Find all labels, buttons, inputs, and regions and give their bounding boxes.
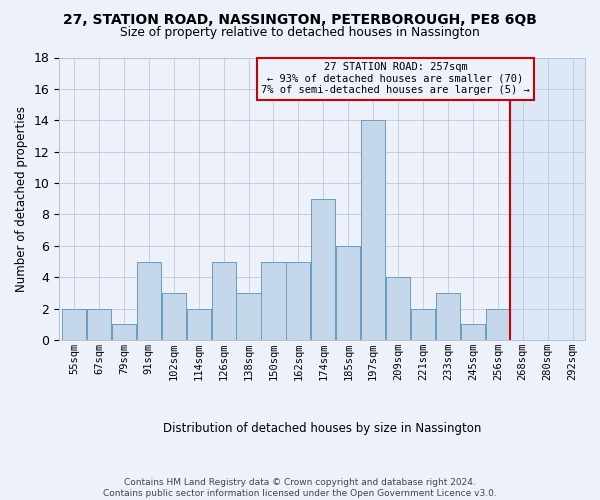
Bar xyxy=(212,262,236,340)
Bar xyxy=(386,278,410,340)
Bar xyxy=(336,246,361,340)
Bar xyxy=(162,293,186,340)
Bar xyxy=(461,324,485,340)
Text: 27 STATION ROAD: 257sqm
← 93% of detached houses are smaller (70)
7% of semi-det: 27 STATION ROAD: 257sqm ← 93% of detache… xyxy=(261,62,530,96)
Bar xyxy=(311,199,335,340)
Bar xyxy=(336,246,361,340)
Bar xyxy=(286,262,310,340)
Bar xyxy=(262,262,286,340)
Bar xyxy=(262,262,286,340)
Bar xyxy=(187,308,211,340)
Bar xyxy=(436,293,460,340)
Bar xyxy=(137,262,161,340)
Bar xyxy=(461,324,485,340)
Bar xyxy=(87,308,111,340)
Bar xyxy=(62,308,86,340)
Bar xyxy=(286,262,310,340)
Bar xyxy=(112,324,136,340)
Bar xyxy=(137,262,161,340)
Bar xyxy=(212,262,236,340)
Bar xyxy=(386,278,410,340)
Bar xyxy=(112,324,136,340)
Bar xyxy=(187,308,211,340)
Bar xyxy=(411,308,435,340)
Y-axis label: Number of detached properties: Number of detached properties xyxy=(15,106,28,292)
Bar xyxy=(162,293,186,340)
X-axis label: Distribution of detached houses by size in Nassington: Distribution of detached houses by size … xyxy=(163,422,481,435)
Bar xyxy=(436,293,460,340)
Bar xyxy=(311,199,335,340)
Bar xyxy=(411,308,435,340)
Bar xyxy=(62,308,86,340)
Bar xyxy=(236,293,260,340)
Text: 27, STATION ROAD, NASSINGTON, PETERBOROUGH, PE8 6QB: 27, STATION ROAD, NASSINGTON, PETERBOROU… xyxy=(63,12,537,26)
Bar xyxy=(236,293,260,340)
Bar xyxy=(510,58,585,340)
Bar xyxy=(361,120,385,340)
Bar xyxy=(361,120,385,340)
Bar xyxy=(87,308,111,340)
Text: Size of property relative to detached houses in Nassington: Size of property relative to detached ho… xyxy=(120,26,480,39)
Bar xyxy=(485,308,510,340)
Text: Contains HM Land Registry data © Crown copyright and database right 2024.
Contai: Contains HM Land Registry data © Crown c… xyxy=(103,478,497,498)
Bar xyxy=(485,308,510,340)
